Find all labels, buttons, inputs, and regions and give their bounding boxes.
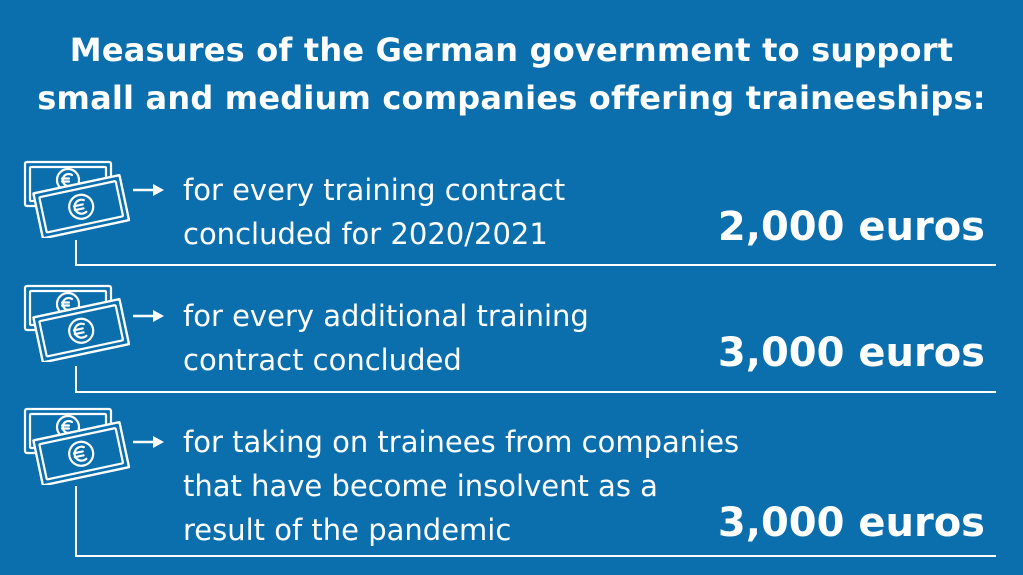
arrow-right-icon — [133, 435, 165, 449]
measure-amount: 3,000 euros — [717, 500, 985, 546]
banknotes-euro-icon — [22, 405, 132, 485]
description-line: concluded for 2020/2021 — [183, 217, 548, 251]
bracket-line — [75, 366, 77, 392]
divider-line — [75, 264, 996, 266]
banknotes-euro-icon — [22, 282, 132, 362]
divider-line — [75, 391, 996, 393]
measure-description: for every training contract concluded fo… — [183, 168, 565, 256]
arrow-right-icon — [133, 183, 165, 197]
measure-amount: 2,000 euros — [717, 204, 985, 250]
description-line: for taking on trainees from companies — [183, 425, 740, 459]
bracket-line — [75, 240, 77, 265]
description-line: for every additional training — [183, 299, 589, 333]
arrow-right-icon — [133, 309, 165, 323]
bracket-line — [75, 486, 77, 556]
description-line: for every training contract — [183, 173, 566, 207]
description-line: result of the pandemic — [183, 513, 512, 547]
divider-line — [75, 555, 996, 557]
measure-description: for taking on trainees from companies th… — [183, 420, 739, 552]
measure-amount: 3,000 euros — [717, 330, 985, 376]
description-line: contract concluded — [183, 343, 462, 377]
page-title: Measures of the German government to sup… — [0, 26, 1023, 122]
title-line-2: small and medium companies offering trai… — [37, 79, 986, 117]
banknotes-euro-icon — [22, 158, 132, 238]
measure-description: for every additional training contract c… — [183, 294, 589, 382]
title-line-1: Measures of the German government to sup… — [69, 31, 954, 69]
description-line: that have become insolvent as a — [183, 469, 658, 503]
